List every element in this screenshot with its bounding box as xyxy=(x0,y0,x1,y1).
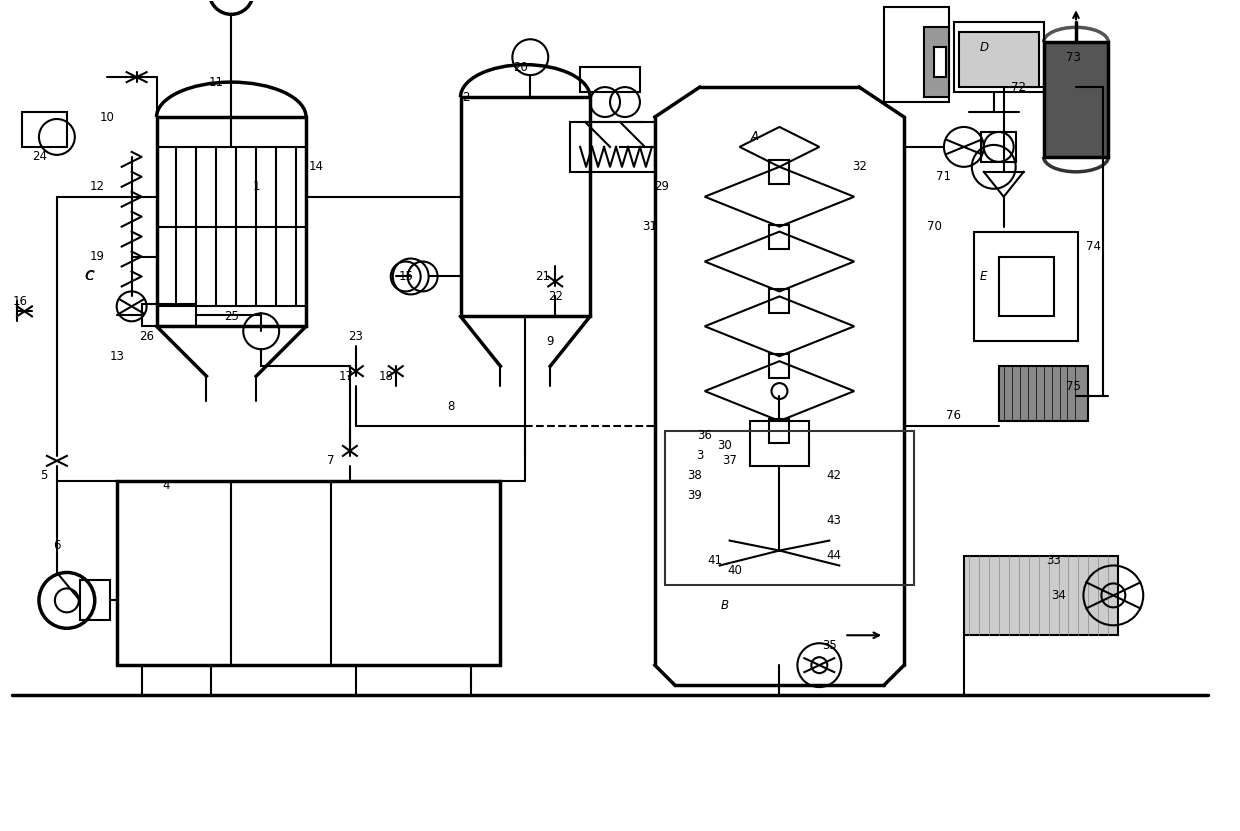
Text: 15: 15 xyxy=(398,270,413,283)
Text: 72: 72 xyxy=(1011,81,1027,94)
Text: 11: 11 xyxy=(208,76,224,89)
Text: 32: 32 xyxy=(852,160,867,174)
Bar xyxy=(770,224,790,248)
Bar xyxy=(973,232,1079,342)
Text: D: D xyxy=(980,41,988,54)
Bar xyxy=(749,421,810,466)
Text: 16: 16 xyxy=(12,295,27,307)
Text: 5: 5 xyxy=(40,470,47,482)
Text: 30: 30 xyxy=(717,440,732,452)
Bar xyxy=(770,289,790,313)
Text: C: C xyxy=(84,269,94,283)
Text: 41: 41 xyxy=(707,554,722,567)
Text: 1: 1 xyxy=(253,180,260,194)
Text: B: B xyxy=(720,599,729,612)
Text: 34: 34 xyxy=(1052,589,1066,602)
Text: 75: 75 xyxy=(1066,380,1081,392)
Text: 37: 37 xyxy=(722,455,737,467)
Bar xyxy=(998,366,1089,421)
Circle shape xyxy=(210,0,253,14)
Bar xyxy=(570,122,655,172)
Text: C: C xyxy=(86,270,94,283)
Text: 4: 4 xyxy=(162,479,170,492)
Text: 20: 20 xyxy=(513,61,528,74)
Text: 33: 33 xyxy=(1047,554,1061,567)
Bar xyxy=(580,67,640,92)
Text: 25: 25 xyxy=(224,310,239,322)
Text: 24: 24 xyxy=(32,150,47,164)
Text: 8: 8 xyxy=(446,400,454,412)
Text: 12: 12 xyxy=(89,180,104,194)
Bar xyxy=(665,431,914,585)
Text: 18: 18 xyxy=(378,370,393,382)
Text: 19: 19 xyxy=(89,250,104,263)
Bar xyxy=(954,22,1044,92)
Text: 43: 43 xyxy=(827,514,842,527)
Bar xyxy=(770,354,790,378)
Text: 7: 7 xyxy=(327,455,335,467)
Text: 23: 23 xyxy=(348,330,363,342)
Text: 76: 76 xyxy=(946,410,961,422)
Bar xyxy=(117,481,501,665)
Bar xyxy=(79,580,109,620)
Bar xyxy=(981,132,1016,162)
Text: 39: 39 xyxy=(687,489,702,502)
Text: 17: 17 xyxy=(339,370,353,382)
Text: 3: 3 xyxy=(696,450,703,462)
Text: 13: 13 xyxy=(109,350,124,362)
Text: 21: 21 xyxy=(534,270,549,283)
Text: 6: 6 xyxy=(53,539,61,552)
Bar xyxy=(963,556,1118,635)
Bar xyxy=(959,32,1039,87)
Bar xyxy=(770,160,790,184)
Bar xyxy=(141,304,196,327)
Text: 70: 70 xyxy=(926,220,941,234)
Bar xyxy=(460,97,590,317)
Bar xyxy=(884,7,949,102)
Bar xyxy=(998,257,1054,317)
Text: 9: 9 xyxy=(547,335,554,347)
Text: 10: 10 xyxy=(99,111,114,124)
Text: 38: 38 xyxy=(687,470,702,482)
Text: 22: 22 xyxy=(548,290,563,302)
Text: 40: 40 xyxy=(727,564,742,577)
Text: 44: 44 xyxy=(827,549,842,562)
Text: 71: 71 xyxy=(936,170,951,184)
Text: 26: 26 xyxy=(139,330,154,342)
Text: 74: 74 xyxy=(1086,240,1101,253)
Bar xyxy=(770,419,790,443)
Text: 31: 31 xyxy=(642,220,657,234)
Bar xyxy=(934,47,946,77)
Text: 2: 2 xyxy=(461,91,469,104)
Bar xyxy=(924,27,949,97)
Text: E: E xyxy=(980,270,987,283)
Text: 29: 29 xyxy=(655,180,670,194)
Bar xyxy=(1044,42,1109,157)
Text: 42: 42 xyxy=(827,470,842,482)
Text: 14: 14 xyxy=(309,160,324,174)
Text: 73: 73 xyxy=(1066,51,1081,64)
Bar xyxy=(22,112,67,147)
Text: 35: 35 xyxy=(822,639,837,652)
Bar xyxy=(156,117,306,327)
Text: A: A xyxy=(750,130,759,144)
Text: 36: 36 xyxy=(697,430,712,442)
